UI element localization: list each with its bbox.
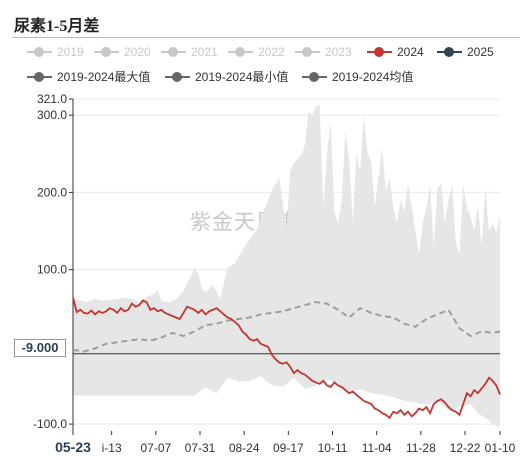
x-tick-label: 07-31 xyxy=(185,441,216,455)
series-line-mean xyxy=(72,301,501,353)
x-tick-label: 09-17 xyxy=(273,441,304,455)
legend-item-3[interactable]: 2021 xyxy=(161,45,218,59)
legend-label: 2019 xyxy=(57,45,84,59)
legend-marker-icon xyxy=(161,45,186,59)
x-tick-label: 11-04 xyxy=(362,441,392,455)
legend-item-2[interactable]: 2020 xyxy=(94,45,151,59)
y-tick-label: -100.0 xyxy=(33,417,67,431)
legend-item-4[interactable]: 2022 xyxy=(228,45,285,59)
legend-marker-icon xyxy=(228,45,253,59)
legend-marker-icon xyxy=(295,45,320,59)
legend-item-10[interactable]: 2019-2024均值 xyxy=(302,68,413,85)
legend-label: 2024 xyxy=(397,45,424,59)
x-tick-label: 08-24 xyxy=(229,441,260,455)
y-tick-label: 200.0 xyxy=(37,185,67,199)
legend-label: 2022 xyxy=(258,45,285,59)
legend-label: 2019-2024均值 xyxy=(332,70,414,84)
axis-pointer-label: -9.000 xyxy=(14,339,66,357)
y-tick-label: 300.0 xyxy=(37,108,67,122)
x-tick-label: 12-22 xyxy=(450,441,481,455)
x-tick-label: 07-07 xyxy=(140,441,171,455)
chart-title: 尿素1-5月差 xyxy=(14,18,100,35)
x-tick-label: 11-28 xyxy=(406,441,436,455)
legend-marker-icon xyxy=(302,70,327,84)
x-tick-label: i-13 xyxy=(102,441,122,455)
legend-label: 2023 xyxy=(325,45,352,59)
title-divider xyxy=(12,37,520,38)
legend-marker-icon xyxy=(27,70,52,84)
area-max xyxy=(73,104,500,354)
legend-marker-icon xyxy=(165,70,190,84)
legend-item-5[interactable]: 2023 xyxy=(295,45,352,59)
legend-marker-icon xyxy=(94,45,119,59)
y-tick-label: 321.0 xyxy=(37,92,67,106)
x-tick-label: 05-23 xyxy=(55,439,91,455)
legend-marker-icon xyxy=(437,45,462,59)
legend-item-9[interactable]: 2019-2024最小值 xyxy=(165,68,288,85)
legend-label: 2019-2024最小值 xyxy=(195,70,289,84)
legend-label: 2025 xyxy=(467,45,494,59)
legend-label: 2020 xyxy=(124,45,151,59)
series-line-2024 xyxy=(72,297,501,420)
legend-item-1[interactable]: 2019 xyxy=(27,45,84,59)
legend: 2019 2020 2021 2022 2023 2024 2025 2019-2024最大值… xyxy=(0,0,531,90)
legend-label: 2021 xyxy=(191,45,218,59)
y-tick-label: 100.0 xyxy=(37,263,67,277)
legend-marker-icon xyxy=(367,45,392,59)
legend-marker-icon xyxy=(27,45,52,59)
area-min xyxy=(73,353,500,428)
legend-label: 2019-2024最大值 xyxy=(57,70,151,84)
legend-item-8[interactable]: 2019-2024最大值 xyxy=(27,68,150,85)
x-tick-label: 10-11 xyxy=(318,441,348,455)
legend-item-6[interactable]: 2024 xyxy=(367,45,424,59)
x-tick-label: 01-10 xyxy=(485,441,516,455)
legend-item-7[interactable]: 2025 xyxy=(437,45,494,59)
